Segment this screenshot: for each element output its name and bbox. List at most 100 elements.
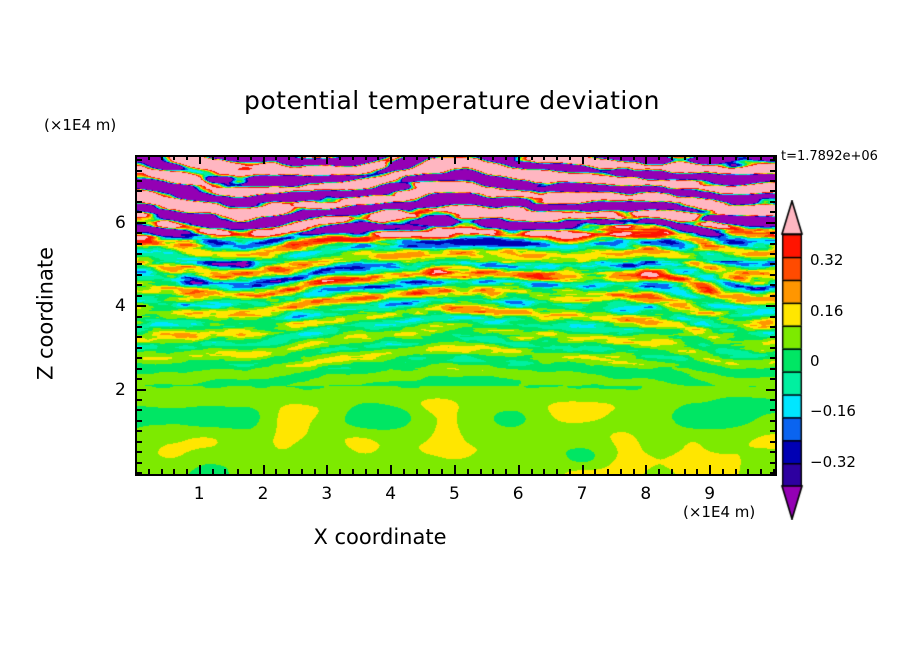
x-minor-tick [658, 469, 660, 474]
x-major-tick-top [263, 155, 265, 164]
y-minor-tick [137, 253, 142, 255]
x-major-tick-top [390, 155, 392, 164]
y-minor-tick [137, 336, 142, 338]
page-title: potential temperature deviation [244, 86, 660, 115]
x-major-tick [326, 465, 328, 474]
y-minor-tick [137, 347, 142, 349]
x-major-tick-top [518, 155, 520, 164]
x-tick-label: 8 [640, 484, 652, 504]
x-major-tick [709, 465, 711, 474]
y-minor-tick-right [770, 430, 775, 432]
x-minor-tick-top [416, 155, 418, 160]
x-minor-tick-top [760, 155, 762, 160]
time-annotation: t=1.7892e+06 [781, 149, 878, 164]
y-minor-tick [137, 357, 142, 359]
x-tick-label: 9 [704, 484, 716, 504]
y-major-tick-right [766, 305, 775, 307]
x-major-tick [263, 465, 265, 474]
y-major-tick-right [766, 389, 775, 391]
x-tick-label: 3 [321, 484, 333, 504]
y-minor-tick [137, 462, 142, 464]
x-tick-label: 1 [193, 484, 205, 504]
y-minor-tick [137, 263, 142, 265]
y-minor-tick-right [770, 441, 775, 443]
x-tick-label: 4 [385, 484, 397, 504]
y-minor-tick-right [770, 170, 775, 172]
y-tick-label: 2 [115, 379, 126, 400]
x-minor-tick-top [377, 155, 379, 160]
x-minor-tick-top [594, 155, 596, 160]
x-minor-tick-top [505, 155, 507, 160]
x-major-tick [454, 465, 456, 474]
y-minor-tick-right [770, 243, 775, 245]
y-minor-tick-right [770, 295, 775, 297]
x-minor-tick [377, 469, 379, 474]
x-minor-tick [352, 469, 354, 474]
y-minor-tick-right [770, 274, 775, 276]
x-minor-tick [480, 469, 482, 474]
x-minor-tick-top [135, 155, 137, 160]
x-major-tick [518, 465, 520, 474]
y-minor-tick-right [770, 462, 775, 464]
x-axis-units: (×1E4 m) [683, 503, 756, 521]
y-minor-tick-right [770, 368, 775, 370]
x-minor-tick [212, 469, 214, 474]
x-minor-tick [569, 469, 571, 474]
colorbar-gradient [780, 200, 810, 520]
x-minor-tick-top [161, 155, 163, 160]
y-minor-tick [137, 159, 142, 161]
x-minor-tick-top [684, 155, 686, 160]
y-major-tick [137, 389, 146, 391]
x-minor-tick-top [275, 155, 277, 160]
x-minor-tick-top [607, 155, 609, 160]
x-minor-tick [250, 469, 252, 474]
x-minor-tick [314, 469, 316, 474]
x-minor-tick-top [224, 155, 226, 160]
colorbar-tick-label: 0.32 [810, 251, 844, 270]
x-minor-tick-top [696, 155, 698, 160]
x-minor-tick [607, 469, 609, 474]
x-minor-tick-top [186, 155, 188, 160]
y-minor-tick [137, 378, 142, 380]
x-minor-tick [173, 469, 175, 474]
x-minor-tick [428, 469, 430, 474]
x-minor-tick-top [531, 155, 533, 160]
x-minor-tick [301, 469, 303, 474]
x-tick-label: 5 [449, 484, 460, 504]
y-minor-tick [137, 180, 142, 182]
x-minor-tick-top [658, 155, 660, 160]
y-minor-tick [137, 201, 142, 203]
x-minor-tick-top [173, 155, 175, 160]
x-minor-tick [135, 469, 137, 474]
x-minor-tick-top [620, 155, 622, 160]
x-minor-tick-top [543, 155, 545, 160]
colorbar [780, 200, 810, 520]
x-minor-tick [288, 469, 290, 474]
x-major-tick-top [326, 155, 328, 164]
x-minor-tick-top [250, 155, 252, 160]
y-major-tick [137, 222, 146, 224]
y-minor-tick-right [770, 336, 775, 338]
x-minor-tick [148, 469, 150, 474]
x-minor-tick-top [480, 155, 482, 160]
y-minor-tick-right [770, 399, 775, 401]
x-minor-tick-top [288, 155, 290, 160]
x-minor-tick-top [633, 155, 635, 160]
y-minor-tick-right [770, 211, 775, 213]
y-minor-tick [137, 232, 142, 234]
x-minor-tick-top [339, 155, 341, 160]
x-major-tick-top [199, 155, 201, 164]
x-minor-tick [416, 469, 418, 474]
y-minor-tick-right [770, 378, 775, 380]
x-minor-tick [339, 469, 341, 474]
y-minor-tick-right [770, 180, 775, 182]
y-axis-label: Z coordinate [33, 246, 58, 381]
x-minor-tick-top [441, 155, 443, 160]
x-minor-tick [161, 469, 163, 474]
y-minor-tick-right [770, 201, 775, 203]
x-minor-tick [531, 469, 533, 474]
y-minor-tick-right [770, 263, 775, 265]
x-minor-tick-top [301, 155, 303, 160]
y-minor-tick [137, 326, 142, 328]
